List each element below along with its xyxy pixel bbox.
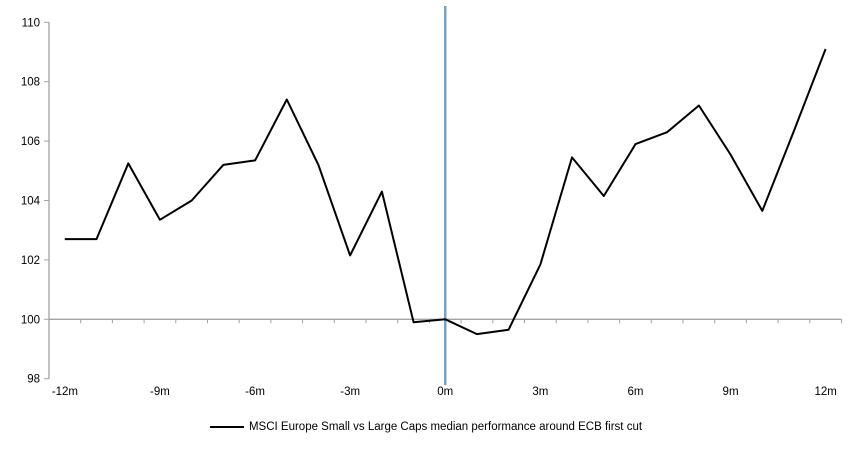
x-tick-label: 3m	[532, 386, 548, 398]
y-tick-label: 100	[21, 314, 40, 326]
x-tick-label: -6m	[245, 386, 265, 398]
y-tick-label: 106	[21, 136, 40, 148]
line-chart: 98 100 102 104 106 108 110 -12m -9m -6m -3m 0m 3m 6m 9…	[21, 6, 842, 398]
legend: MSCI Europe Small vs Large Caps median p…	[0, 421, 852, 433]
y-tick-label: 110	[22, 17, 40, 29]
legend-line-sample	[209, 426, 244, 428]
legend-label: MSCI Europe Small vs Large Caps median p…	[248, 421, 643, 433]
y-tick-label: 98	[27, 374, 40, 386]
y-tick-label: 108	[21, 77, 40, 89]
x-tick-label: -9m	[150, 386, 170, 398]
x-tick-label: 6m	[627, 386, 643, 398]
x-tick-label: -12m	[52, 386, 78, 398]
y-tick-label: 102	[21, 255, 40, 267]
x-tick-label: 9m	[723, 386, 739, 398]
x-tick-label: 0m	[437, 386, 453, 398]
x-tick-label: 12m	[814, 386, 836, 398]
y-tick-label: 104	[21, 196, 41, 208]
x-tick-label: -3m	[340, 386, 360, 398]
series-line	[64, 48, 827, 336]
